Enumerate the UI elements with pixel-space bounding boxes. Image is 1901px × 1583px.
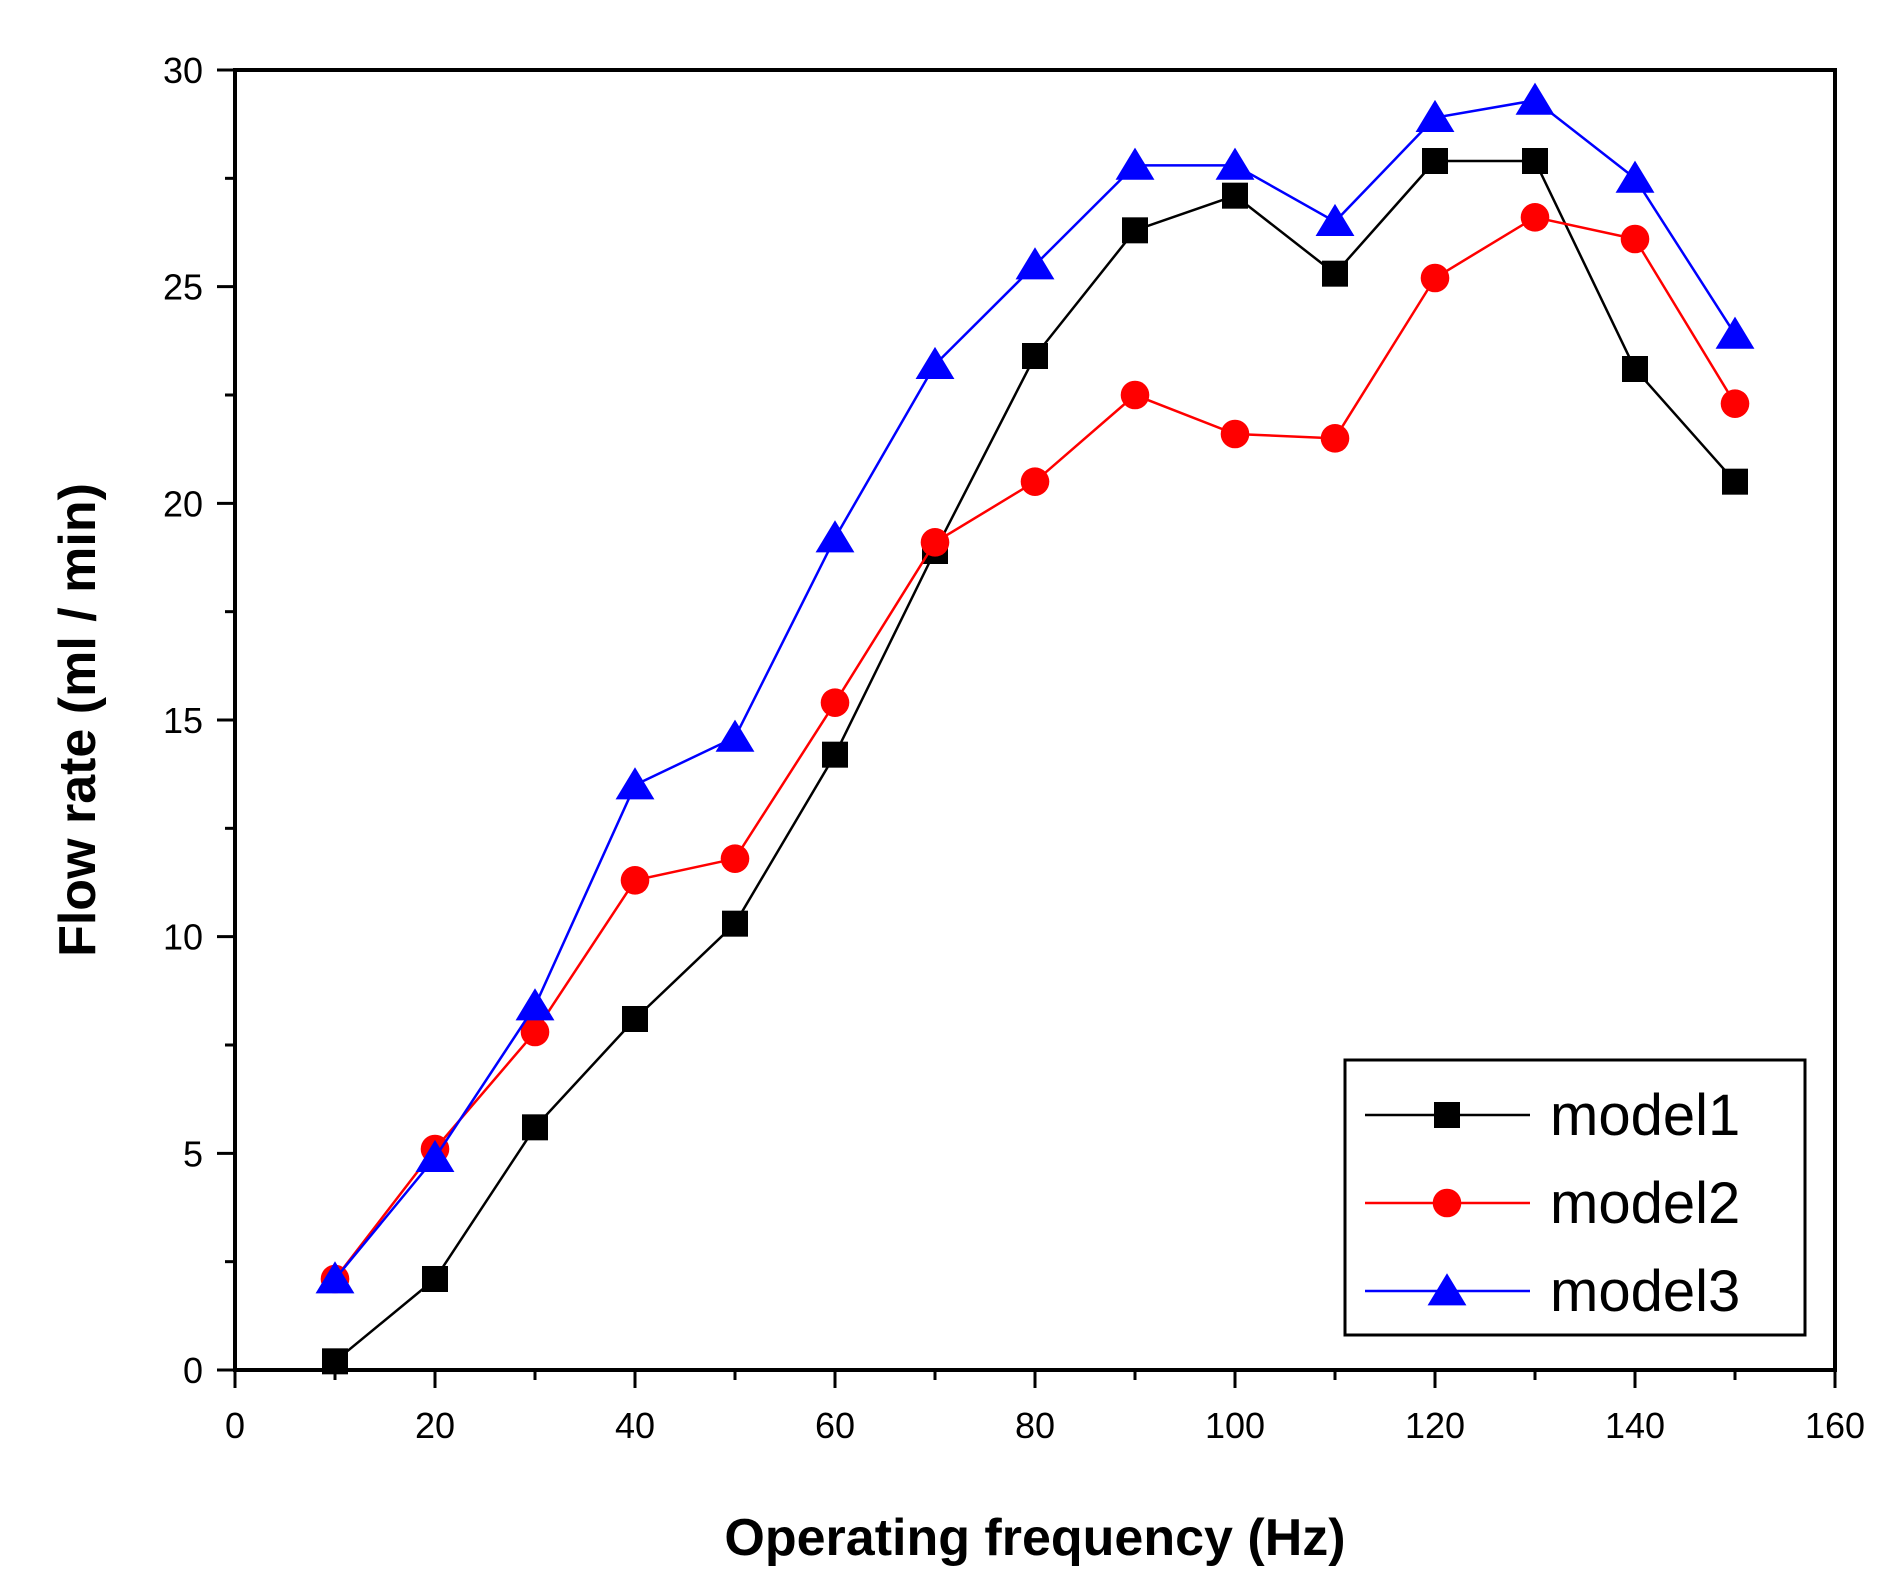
data-point	[415, 1139, 455, 1173]
data-point	[1515, 82, 1555, 115]
data-point	[1015, 247, 1055, 280]
data-point	[515, 988, 555, 1021]
data-point	[1715, 316, 1755, 349]
axis-ticks: 0 20 40 60 80 100 120 140 160 0 5 10 15 20 25 30	[163, 50, 1865, 1446]
data-point	[920, 528, 950, 557]
data-point	[315, 1261, 355, 1294]
y-tick-label: 10	[163, 917, 203, 958]
legend-marker	[1432, 1188, 1462, 1218]
x-tick-label: 60	[815, 1405, 855, 1446]
data-point	[1420, 263, 1450, 293]
data-point	[1122, 217, 1148, 244]
legend-item-model3: model3	[1365, 1259, 1740, 1324]
x-tick-label: 100	[1205, 1405, 1265, 1446]
y-tick-label: 5	[183, 1133, 203, 1174]
legend: model1 model2 model3	[1343, 1058, 1807, 1337]
data-point	[1622, 356, 1648, 382]
data-point	[1020, 467, 1050, 496]
data-point	[1415, 99, 1455, 133]
legend-label: model2	[1550, 1171, 1740, 1236]
data-point	[1322, 260, 1348, 287]
legend-box	[1343, 1058, 1807, 1337]
data-point	[1720, 389, 1750, 418]
legend-marker	[1434, 1102, 1460, 1128]
legend-item-model2: model2	[1365, 1171, 1740, 1236]
data-point	[1320, 424, 1350, 453]
y-tick-label: 20	[163, 483, 203, 524]
data-point	[322, 1348, 348, 1375]
x-axis-title: Operating frequency (Hz)	[724, 1509, 1345, 1567]
legend-marker	[1427, 1273, 1467, 1306]
data-point	[820, 688, 850, 717]
x-tick-label: 0	[225, 1405, 245, 1446]
data-point	[822, 741, 848, 768]
data-point	[1215, 147, 1255, 180]
data-point	[1615, 160, 1655, 193]
data-point	[1222, 182, 1248, 209]
data-point	[422, 1266, 448, 1292]
x-tick-label: 40	[615, 1405, 655, 1446]
x-tick-label: 80	[1015, 1405, 1055, 1446]
data-point	[1022, 343, 1048, 369]
data-point	[915, 346, 955, 380]
data-point	[1115, 147, 1155, 180]
y-tick-label: 0	[183, 1350, 203, 1391]
data-point	[520, 1017, 550, 1047]
data-point	[722, 910, 748, 937]
series-model3	[315, 82, 1755, 1294]
data-point	[815, 520, 855, 553]
series-layer	[315, 82, 1755, 1375]
data-point	[1520, 203, 1550, 232]
x-tick-label: 20	[415, 1405, 455, 1446]
data-point	[1315, 203, 1355, 237]
y-axis-title: Flow rate (ml / min)	[49, 483, 107, 957]
x-tick-label: 160	[1805, 1405, 1865, 1446]
y-tick-label: 15	[163, 700, 203, 741]
data-point	[1722, 468, 1748, 495]
data-point	[1120, 380, 1150, 410]
y-tick-label: 30	[163, 50, 203, 91]
data-point	[522, 1114, 548, 1141]
data-point	[1522, 148, 1548, 174]
data-point	[620, 866, 650, 895]
data-point	[615, 767, 655, 800]
data-point	[622, 1006, 648, 1032]
legend-label: model1	[1550, 1083, 1740, 1148]
x-tick-label: 120	[1405, 1405, 1465, 1446]
y-tick-label: 25	[163, 267, 203, 308]
legend-label: model3	[1550, 1259, 1740, 1324]
data-point	[720, 844, 750, 873]
data-point	[1620, 224, 1650, 254]
data-point	[1220, 419, 1250, 449]
data-point	[1422, 148, 1448, 174]
data-point	[715, 719, 755, 752]
legend-item-model1: model1	[1365, 1083, 1740, 1148]
x-tick-label: 140	[1605, 1405, 1665, 1446]
